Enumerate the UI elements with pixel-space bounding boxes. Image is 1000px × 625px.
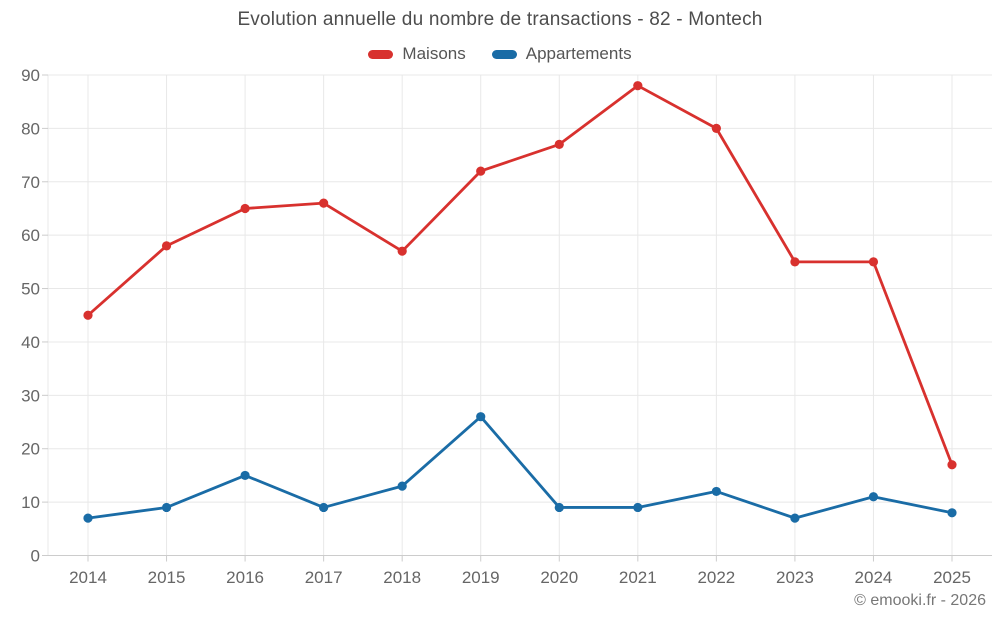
legend-swatch (491, 49, 517, 59)
x-tick-label: 2020 (540, 568, 578, 587)
data-point-appartements-2024[interactable] (868, 492, 879, 502)
data-point-appartements-2015[interactable] (161, 502, 172, 513)
data-point-maisons-2016[interactable] (240, 203, 250, 214)
x-tick-label: 2015 (148, 568, 186, 587)
y-tick-label: 70 (21, 173, 40, 192)
x-tick-label: 2022 (697, 568, 735, 587)
x-tick-label: 2019 (462, 568, 500, 587)
legend-item-appartements[interactable]: Appartements (491, 44, 632, 64)
series-line-appartements (86, 415, 954, 520)
legend-label: Maisons (402, 44, 466, 63)
legend-label: Appartements (525, 44, 632, 63)
y-tick-label: 40 (21, 333, 40, 352)
x-tick-label: 2018 (383, 568, 421, 587)
data-point-maisons-2019[interactable] (476, 166, 486, 176)
data-point-maisons-2021[interactable] (633, 81, 643, 91)
data-point-appartements-2014[interactable] (83, 513, 93, 523)
data-point-appartements-2016[interactable] (240, 470, 250, 481)
x-tick-label: 2017 (305, 568, 343, 587)
y-tick-label: 90 (21, 66, 40, 85)
data-point-appartements-2018[interactable] (397, 481, 407, 491)
data-point-appartements-2019[interactable] (476, 412, 486, 422)
x-tick-label: 2016 (226, 568, 264, 587)
y-tick-label: 50 (21, 280, 40, 299)
data-point-maisons-2017[interactable] (319, 198, 329, 208)
data-point-appartements-2022[interactable] (711, 486, 721, 497)
x-tick-label: 2023 (776, 568, 814, 587)
series-line-maisons (86, 84, 954, 467)
data-point-appartements-2021[interactable] (633, 502, 643, 513)
data-point-appartements-2023[interactable] (790, 513, 800, 523)
legend-item-maisons[interactable]: Maisons (368, 44, 466, 64)
attribution: © emooki.fr - 2026 (854, 592, 986, 609)
y-tick-label: 0 (31, 547, 40, 566)
y-tick-label: 80 (21, 119, 40, 138)
data-point-maisons-2023[interactable] (790, 257, 800, 267)
y-tick-label: 30 (21, 386, 40, 405)
legend-swatch (368, 49, 394, 59)
data-point-appartements-2017[interactable] (319, 502, 329, 513)
x-tick-label: 2024 (855, 568, 893, 587)
data-point-maisons-2020[interactable] (554, 139, 564, 150)
legend: Maisons Appartements (0, 44, 1000, 64)
data-point-appartements-2025[interactable] (947, 508, 957, 518)
y-tick-label: 10 (21, 493, 40, 512)
x-tick-label: 2025 (933, 568, 971, 587)
data-point-maisons-2025[interactable] (947, 460, 957, 470)
data-point-maisons-2014[interactable] (83, 310, 93, 320)
data-point-appartements-2020[interactable] (554, 502, 564, 513)
data-point-maisons-2022[interactable] (711, 123, 721, 133)
y-tick-label: 20 (21, 440, 40, 459)
y-tick-label: 60 (21, 226, 40, 245)
data-point-maisons-2018[interactable] (397, 246, 407, 256)
x-tick-label: 2014 (69, 568, 107, 587)
data-point-maisons-2015[interactable] (161, 241, 172, 251)
chart-title: Evolution annuelle du nombre de transact… (237, 9, 763, 30)
x-tick-label: 2021 (619, 568, 657, 587)
data-point-maisons-2024[interactable] (868, 257, 879, 267)
